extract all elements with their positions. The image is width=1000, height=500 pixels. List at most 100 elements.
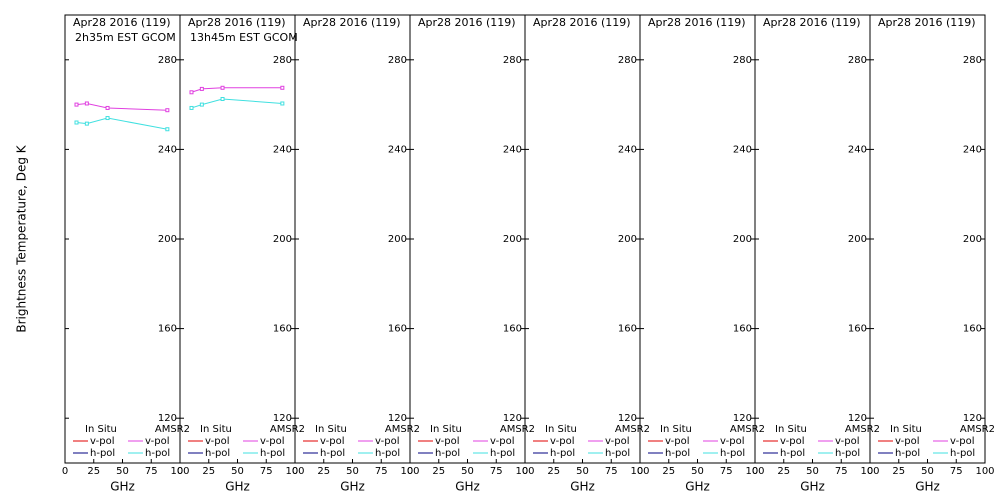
y-tick-label: 120 — [273, 413, 292, 424]
y-tick-label: 160 — [388, 324, 407, 335]
x-tick-label: 25 — [432, 466, 445, 477]
legend-label: h-pol — [780, 448, 805, 459]
x-tick-label: 50 — [231, 466, 244, 477]
panel-title: Apr28 2016 (119) — [303, 16, 401, 29]
x-tick-label: 25 — [662, 466, 675, 477]
legend-group-title: AMSR2 — [615, 424, 650, 435]
data-point — [84, 121, 89, 126]
y-tick-label: 200 — [963, 234, 982, 245]
x-tick-label: 25 — [317, 466, 330, 477]
data-point — [189, 90, 194, 95]
panel-title: Apr28 2016 (119) — [418, 16, 516, 29]
y-tick-label: 200 — [503, 234, 522, 245]
legend-label: h-pol — [260, 448, 285, 459]
y-tick-label: 200 — [388, 234, 407, 245]
y-tick-label: 280 — [733, 55, 752, 66]
data-point — [189, 105, 194, 110]
data-point — [220, 97, 225, 101]
legend-label: v-pol — [950, 436, 975, 447]
x-tick-label: 50 — [116, 466, 129, 477]
y-tick-label: 280 — [388, 55, 407, 66]
legend-label: v-pol — [205, 436, 230, 447]
y-tick-label: 280 — [963, 55, 982, 66]
y-axis-label: Brightness Temperature, Deg K — [15, 144, 29, 332]
x-tick-label: 0 — [62, 466, 68, 477]
data-point — [74, 102, 79, 107]
series-line — [191, 98, 283, 109]
legend-label: h-pol — [375, 448, 400, 459]
legend-group-title: In Situ — [200, 424, 232, 435]
x-tick-label: 25 — [202, 466, 215, 477]
x-tick-label: 50 — [346, 466, 359, 477]
x-tick-label: 0 — [637, 466, 643, 477]
legend-label: v-pol — [895, 436, 920, 447]
y-tick-label: 200 — [848, 234, 867, 245]
data-point — [165, 108, 170, 113]
x-tick-label: 75 — [375, 466, 388, 477]
legend-group-title: AMSR2 — [960, 424, 995, 435]
x-axis-label: GHz — [800, 480, 825, 494]
legend-group-title: AMSR2 — [270, 424, 305, 435]
x-tick-label: 75 — [145, 466, 158, 477]
y-tick-label: 280 — [273, 55, 292, 66]
legend-label: h-pol — [320, 448, 345, 459]
data-point — [280, 85, 285, 90]
series-line — [76, 117, 168, 130]
legend-label: h-pol — [720, 448, 745, 459]
legend-label: v-pol — [260, 436, 285, 447]
x-tick-label: 50 — [576, 466, 589, 477]
data-point — [105, 116, 110, 121]
data-point — [84, 101, 89, 106]
y-tick-label: 160 — [848, 324, 867, 335]
y-tick-label: 240 — [848, 144, 867, 155]
y-tick-label: 120 — [618, 413, 637, 424]
data-point — [105, 105, 110, 110]
data-point — [220, 85, 225, 90]
x-tick-label: 100 — [975, 466, 994, 477]
legend-label: h-pol — [665, 448, 690, 459]
data-point — [165, 127, 170, 132]
legend-label: h-pol — [490, 448, 515, 459]
x-tick-label: 75 — [490, 466, 503, 477]
x-tick-label: 0 — [867, 466, 873, 477]
y-tick-label: 200 — [273, 234, 292, 245]
legend-label: h-pol — [90, 448, 115, 459]
legend-group-title: In Situ — [775, 424, 807, 435]
y-tick-label: 240 — [963, 144, 982, 155]
x-axis-label: GHz — [685, 480, 710, 494]
legend-label: h-pol — [550, 448, 575, 459]
x-tick-label: 100 — [400, 466, 419, 477]
legend-group-title: In Situ — [85, 424, 117, 435]
y-tick-label: 240 — [273, 144, 292, 155]
x-tick-label: 25 — [892, 466, 905, 477]
legend-group-title: In Situ — [545, 424, 577, 435]
legend-label: h-pol — [605, 448, 630, 459]
x-tick-label: 100 — [630, 466, 649, 477]
x-tick-label: 50 — [806, 466, 819, 477]
legend-group-title: In Situ — [315, 424, 347, 435]
legend-group-title: In Situ — [660, 424, 692, 435]
legend-label: v-pol — [550, 436, 575, 447]
legend-label: v-pol — [375, 436, 400, 447]
y-tick-label: 120 — [158, 413, 177, 424]
series-line — [191, 87, 283, 93]
legend-label: v-pol — [835, 436, 860, 447]
legend-label: v-pol — [780, 436, 805, 447]
legend-group-title: AMSR2 — [155, 424, 190, 435]
panel-title: Apr28 2016 (119) — [533, 16, 631, 29]
data-point — [280, 101, 285, 106]
x-tick-label: 100 — [860, 466, 879, 477]
x-axis-label: GHz — [110, 480, 135, 494]
series-line — [76, 102, 168, 111]
legend-label: h-pol — [435, 448, 460, 459]
x-tick-label: 100 — [170, 466, 189, 477]
legend-label: v-pol — [90, 436, 115, 447]
y-tick-label: 160 — [618, 324, 637, 335]
legend-label: h-pol — [205, 448, 230, 459]
y-tick-label: 280 — [848, 55, 867, 66]
y-tick-label: 240 — [618, 144, 637, 155]
legend-group-title: AMSR2 — [730, 424, 765, 435]
legend-label: h-pol — [895, 448, 920, 459]
panel-title: Apr28 2016 (119) — [763, 16, 861, 29]
